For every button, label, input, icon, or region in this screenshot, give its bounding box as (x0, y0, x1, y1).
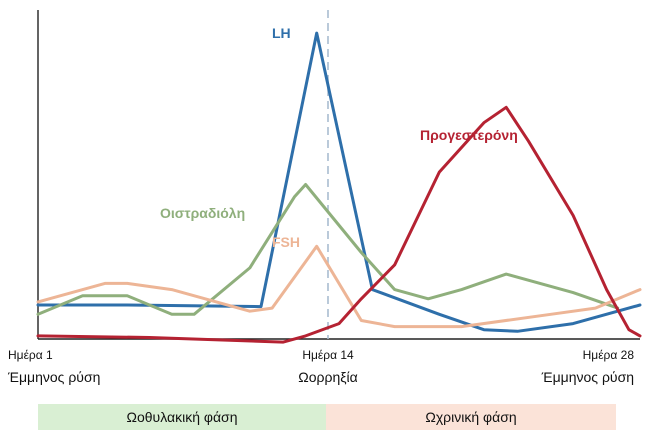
series-line-estradiol (36, 183, 620, 316)
x-tick-sublabel: Έμμηνος ρύση (541, 369, 634, 385)
x-tick-labels: Ημέρα 1 Έμμηνος ρύση Ημέρα 14 Ωορρηξία Ημέρα… (7, 348, 634, 385)
x-tick-label: Ημέρα 14 (302, 348, 354, 362)
phase-band-follicular (38, 404, 326, 430)
phase-bar: Ωοθυλακική φάση Ωχρινική φάση (38, 404, 616, 430)
x-tick-label: Ημέρα 1 (8, 348, 53, 362)
phase-band-luteal (326, 404, 616, 430)
series-line-lh (36, 31, 642, 333)
phase-label-follicular: Ωοθυλακική φάση (127, 409, 238, 425)
x-tick-label: Ημέρα 28 (583, 348, 635, 362)
series-label-fsh: FSH (272, 234, 300, 250)
x-tick-sublabel: Ωορρηξία (298, 369, 357, 385)
series-label-estradiol: Οιστραδιόλη (160, 205, 245, 221)
series-label-lh: LH (272, 25, 291, 41)
x-tick-sublabel: Έμμηνος ρύση (7, 369, 100, 385)
series-line-fsh (36, 244, 642, 329)
series-layer: LH Οιστραδιόλη FSH Προγεστερόνη (36, 25, 642, 344)
series-label-progesterone: Προγεστερόνη (420, 127, 518, 143)
series-line-progesterone (36, 105, 642, 344)
phase-label-luteal: Ωχρινική φάση (425, 409, 516, 425)
